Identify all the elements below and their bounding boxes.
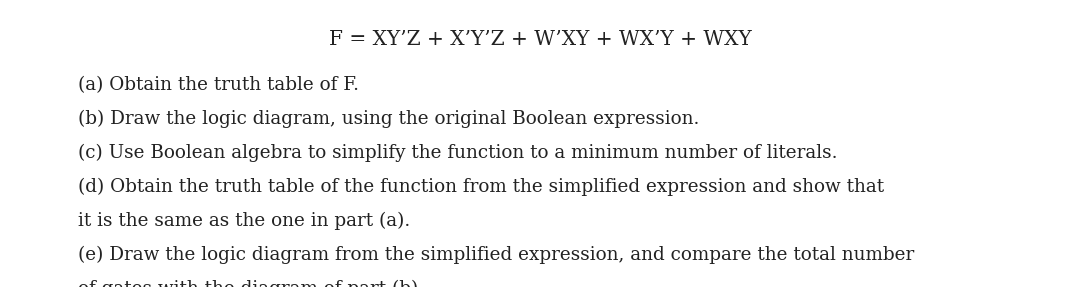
Text: F = XY’Z + X’Y’Z + W’XY + WX’Y + WXY: F = XY’Z + X’Y’Z + W’XY + WX’Y + WXY: [328, 30, 752, 49]
Text: (c) Use Boolean algebra to simplify the function to a minimum number of literals: (c) Use Boolean algebra to simplify the …: [78, 144, 837, 162]
Text: (d) Obtain the truth table of the function from the simplified expression and sh: (d) Obtain the truth table of the functi…: [78, 178, 883, 196]
Text: (b) Draw the logic diagram, using the original Boolean expression.: (b) Draw the logic diagram, using the or…: [78, 110, 699, 128]
Text: of gates with the diagram of part (b).: of gates with the diagram of part (b).: [78, 279, 423, 287]
Text: (a) Obtain the truth table of F.: (a) Obtain the truth table of F.: [78, 76, 359, 94]
Text: (e) Draw the logic diagram from the simplified expression, and compare the total: (e) Draw the logic diagram from the simp…: [78, 245, 914, 264]
Text: it is the same as the one in part (a).: it is the same as the one in part (a).: [78, 212, 410, 230]
